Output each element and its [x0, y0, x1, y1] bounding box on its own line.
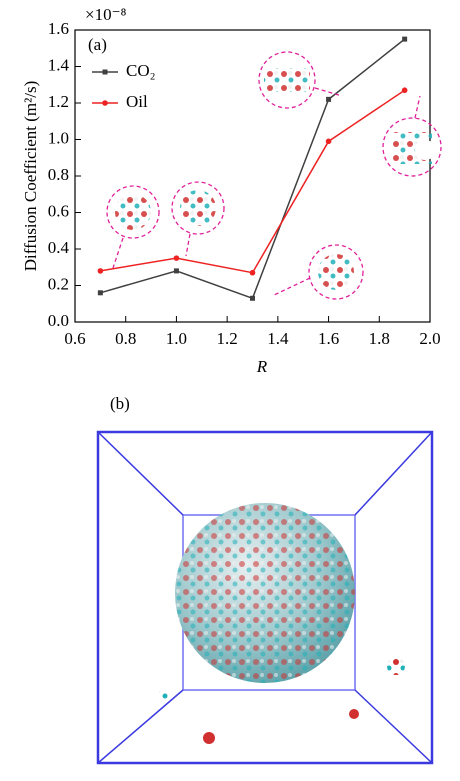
x-tick-label: 1.4 [267, 329, 289, 348]
point [97, 290, 103, 296]
y-tick-label: 0.8 [48, 165, 69, 184]
multiplier: ×10⁻⁸ [85, 5, 127, 24]
y-tick-label: 0.4 [48, 238, 70, 257]
x-tick-label: 0.6 [64, 329, 85, 348]
point [250, 295, 255, 301]
point [326, 96, 332, 102]
y-tick-label: 0.0 [48, 311, 69, 330]
x-tick-label: 1.8 [369, 329, 390, 348]
molecule-cluster [158, 503, 405, 744]
x-axis-label: R [256, 357, 268, 376]
point [401, 87, 408, 94]
legend-marker [102, 100, 108, 106]
y-tick-label: 0.6 [48, 201, 69, 220]
y-tick-label: 1.2 [48, 92, 69, 111]
y-tick-label: 1.6 [48, 19, 69, 38]
point [249, 269, 256, 276]
y-tick-label: 1.4 [48, 55, 70, 74]
panel-label: (a) [88, 35, 107, 54]
panel-label: (b) [110, 394, 130, 413]
x-tick-label: 1.0 [166, 329, 187, 348]
insets [106, 51, 442, 300]
y-tick-label: 1.0 [48, 128, 69, 147]
plot-area: 0.6 0.8 1.0 1.2 1.4 1.6 1.8 2.0 0.0 0.2 0.4 0.6 0.8 1… [48, 19, 441, 348]
point [97, 268, 104, 274]
legend-label: Oil [126, 92, 148, 111]
point [325, 138, 332, 145]
y-tick-label: 0.2 [48, 274, 69, 293]
inset-images [115, 68, 435, 290]
legend-label: CO₂ [126, 61, 156, 80]
point [173, 268, 179, 274]
y-axis-label: Diffusion Coefficient (m²/s) [21, 81, 40, 272]
x-tick-label: 1.6 [318, 329, 339, 348]
x-tick-label: 2.0 [419, 329, 440, 348]
legend-marker [102, 69, 108, 75]
x-tick-label: 1.2 [217, 329, 238, 348]
series-line [100, 89, 406, 274]
point [402, 36, 408, 42]
point [173, 255, 180, 261]
x-tick-label: 0.8 [115, 329, 136, 348]
